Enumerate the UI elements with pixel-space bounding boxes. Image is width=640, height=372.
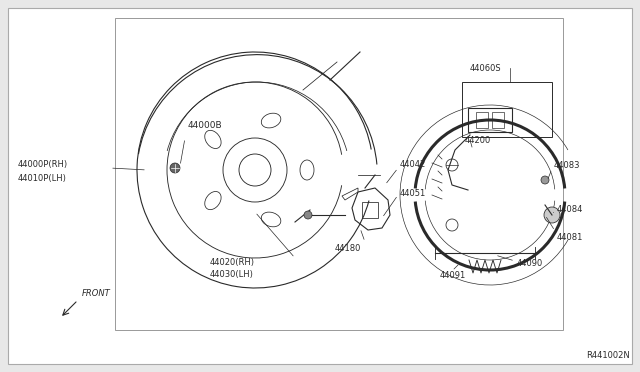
Text: 44083: 44083 bbox=[554, 160, 580, 170]
Text: R441002N: R441002N bbox=[586, 351, 630, 360]
Text: 44081: 44081 bbox=[557, 232, 584, 241]
Bar bbox=[115, 18, 563, 330]
Text: 44042: 44042 bbox=[400, 160, 426, 169]
Circle shape bbox=[304, 211, 312, 219]
Text: 44051: 44051 bbox=[400, 189, 426, 198]
Text: 44030(LH): 44030(LH) bbox=[210, 269, 254, 279]
Text: 44090: 44090 bbox=[517, 259, 543, 267]
Bar bbox=[468, 108, 512, 132]
Circle shape bbox=[544, 207, 560, 223]
Text: 44000P(RH): 44000P(RH) bbox=[18, 160, 68, 169]
Text: FRONT: FRONT bbox=[82, 289, 111, 298]
Bar bbox=[462, 82, 552, 137]
Bar bbox=[476, 112, 488, 128]
Bar bbox=[492, 112, 504, 128]
Text: 44091: 44091 bbox=[440, 270, 467, 279]
Text: 44180: 44180 bbox=[335, 244, 361, 253]
Text: 44000B: 44000B bbox=[188, 121, 223, 130]
Circle shape bbox=[541, 176, 549, 184]
Text: 44060S: 44060S bbox=[470, 64, 502, 73]
Text: 44010P(LH): 44010P(LH) bbox=[18, 173, 67, 183]
Text: 44020(RH): 44020(RH) bbox=[210, 257, 255, 266]
Circle shape bbox=[170, 163, 180, 173]
Text: 44200: 44200 bbox=[465, 135, 492, 144]
Bar bbox=[362, 202, 378, 218]
Text: 44084: 44084 bbox=[557, 205, 584, 214]
